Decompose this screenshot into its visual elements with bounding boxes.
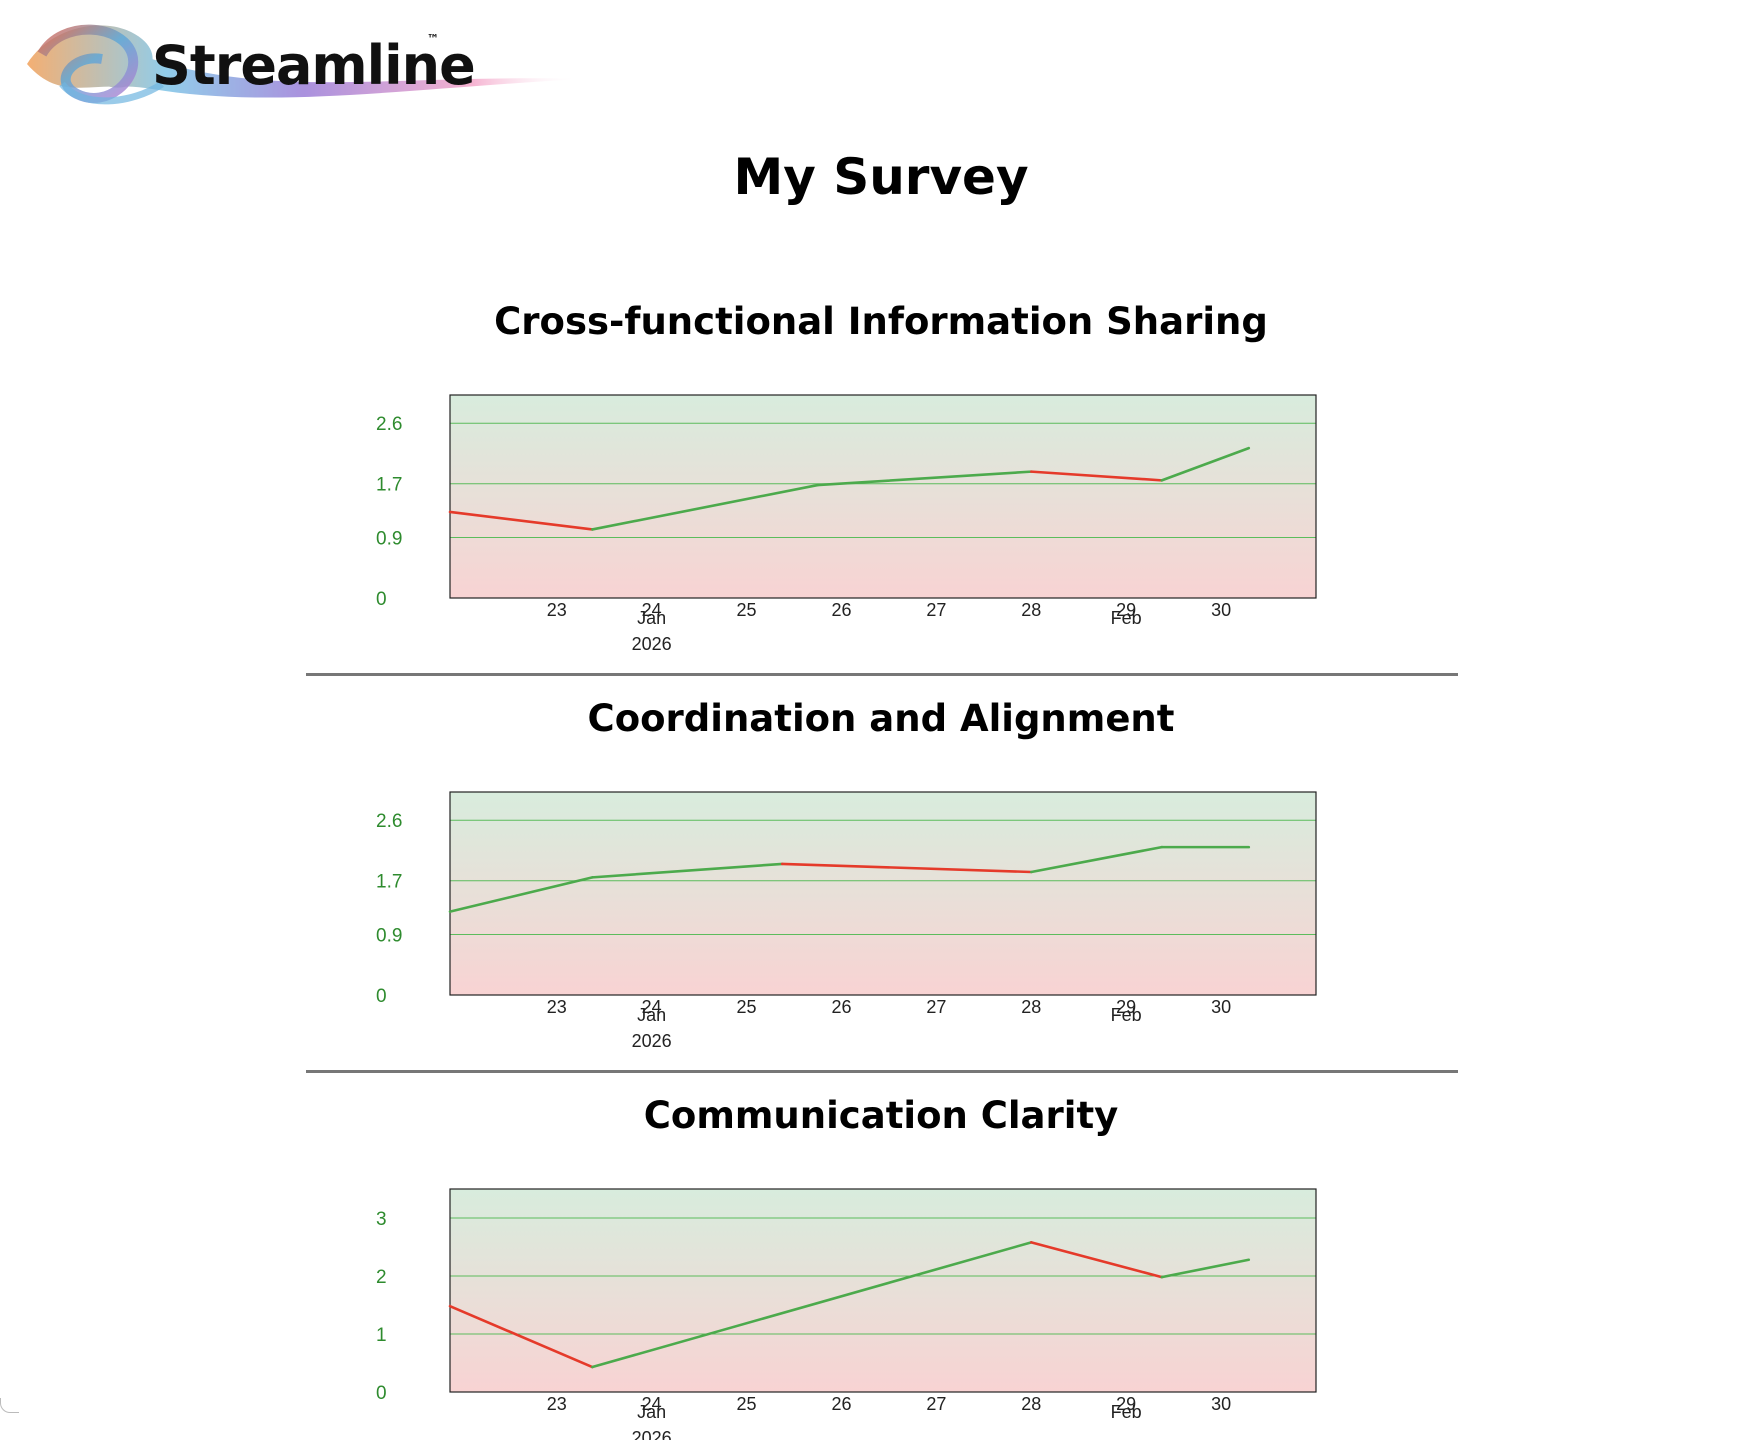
series-segment [591,862,784,879]
x-tick-label: 26 [831,1394,851,1414]
series-segment [1160,446,1251,482]
logo: Streamline ™ [22,14,582,114]
corner-resize-handle [0,1398,19,1413]
logo-swirl-icon [27,24,582,105]
x-tick-label: 28 [1021,1394,1041,1414]
series-segment [448,876,594,913]
x-tick-label: 23 [547,997,567,1017]
series-segment [591,483,820,531]
y-tick-label: 0 [376,589,387,610]
series-segment [1160,1258,1251,1279]
plot-background [450,1189,1316,1392]
x-year-label: 2026 [632,1031,672,1051]
plot-frame [449,791,1317,996]
x-month-label: Feb [1111,1005,1142,1025]
chart-section-coordination: Coordination and Alignment 00.91.72.6Mea… [0,697,1762,1097]
y-tick-label: 2 [376,1267,387,1288]
chart-title: Coordination and Alignment [587,697,1175,740]
series-segment [448,510,594,531]
y-tick-label: 3 [376,1209,387,1230]
y-tick-label: 2.6 [376,414,402,435]
y-tick-label: 0.9 [376,529,402,550]
x-tick-label: 24 [642,997,662,1017]
series-segment [1029,470,1164,482]
y-tick-label: 0 [376,1383,387,1404]
y-tick-label: 0 [376,986,387,1007]
y-tick-label: 0.9 [376,926,402,947]
chart-information-sharing: 00.91.72.6Mean2324252627282930JanFeb2026 [376,394,1317,654]
x-tick-label: 27 [926,600,946,620]
x-tick-label: 27 [926,997,946,1017]
x-tick-label: 23 [547,1394,567,1414]
x-month-label: Jan [637,1005,666,1025]
x-tick-label: 24 [642,600,662,620]
series-segment [780,862,1033,874]
x-tick-label: 26 [831,600,851,620]
x-month-label: Jan [637,1402,666,1422]
chart-title: Communication Clarity [643,1094,1119,1137]
x-tick-label: 24 [642,1394,662,1414]
series-segment [591,1241,1033,1369]
y-tick-label: 1.7 [376,475,402,496]
x-tick-label: 28 [1021,600,1041,620]
x-tick-label: 25 [737,600,757,620]
x-month-label: Feb [1111,608,1142,628]
x-month-label: Feb [1111,1402,1142,1422]
section-divider [306,1070,1458,1073]
x-tick-label: 28 [1021,997,1041,1017]
series-segment [1029,1241,1164,1279]
chart-section-information-sharing: Cross-functional Information Sharing 0 0.… [0,300,1762,700]
y-tick-label: 1.7 [376,872,402,893]
x-tick-label: 25 [737,997,757,1017]
logo-trademark: ™ [427,32,439,46]
section-divider [306,673,1458,676]
x-year-label: 2026 [632,634,672,654]
x-tick-label: 25 [737,1394,757,1414]
x-tick-label: 30 [1211,600,1231,620]
x-tick-label: 29 [1116,997,1136,1017]
x-tick-label: 29 [1116,1394,1136,1414]
plot-background [450,792,1316,995]
chart-communication: 0123Mean2324252627282930JanFeb2026 [376,1188,1317,1440]
series-segment [816,470,1033,487]
x-tick-label: 26 [831,997,851,1017]
page-title: My Survey [733,148,1029,206]
plot-frame [449,1188,1317,1393]
x-tick-label: 30 [1211,1394,1231,1414]
chart-section-communication: Communication Clarity 0123Mean2324252627… [0,1094,1762,1440]
chart-title: Cross-functional Information Sharing [494,300,1268,343]
x-tick-label: 23 [547,600,567,620]
series-segment [448,1304,594,1369]
series-segment [1029,845,1164,874]
x-tick-label: 29 [1116,600,1136,620]
x-tick-label: 30 [1211,997,1231,1017]
y-tick-label: 1 [376,1325,387,1346]
logo-text: Streamline [152,34,476,97]
x-tick-label: 27 [926,1394,946,1414]
x-year-label: 2026 [632,1428,672,1440]
plot-frame [449,394,1317,599]
x-month-label: Jan [637,608,666,628]
plot-background [450,395,1316,598]
y-tick-label: 2.6 [376,811,402,832]
chart-coordination: 00.91.72.6Mean2324252627282930JanFeb2026 [376,791,1317,1051]
